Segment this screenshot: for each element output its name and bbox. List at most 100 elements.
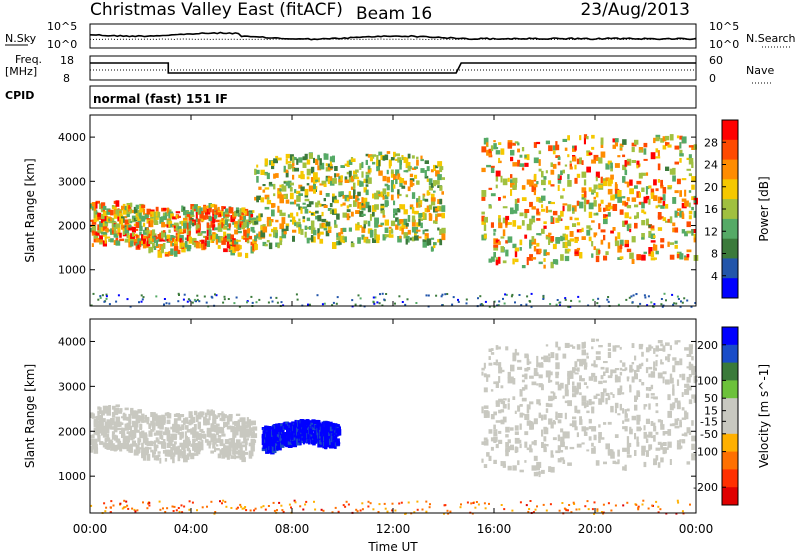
heatmap-cell	[430, 197, 436, 202]
heatmap-cell	[183, 418, 186, 425]
heatmap-cell	[578, 508, 581, 511]
heatmap-cell	[429, 503, 431, 506]
heatmap-cell	[338, 181, 343, 186]
heatmap-cell	[572, 145, 575, 149]
heatmap-cell	[691, 453, 695, 457]
beam-label: Beam 16	[356, 4, 432, 24]
heatmap-cell	[557, 445, 561, 451]
heatmap-cell	[245, 421, 248, 425]
heatmap-cell	[206, 427, 212, 433]
heatmap-cell	[536, 233, 540, 236]
heatmap-cell	[426, 192, 431, 196]
heatmap-cell	[567, 509, 569, 512]
heatmap-cell	[219, 236, 223, 243]
heatmap-cell	[246, 221, 249, 229]
heatmap-cell	[538, 471, 541, 478]
heatmap-cell	[495, 381, 499, 388]
heatmap-cell	[641, 233, 645, 240]
heatmap-cell	[250, 246, 254, 254]
heatmap-cell	[292, 229, 297, 233]
heatmap-cell	[221, 415, 226, 422]
heatmap-cell	[172, 216, 177, 220]
heatmap-cell	[269, 438, 274, 446]
heatmap-cell	[562, 233, 566, 239]
heatmap-cell	[146, 208, 151, 215]
heatmap-cell	[545, 236, 549, 240]
heatmap-cell	[338, 232, 342, 236]
heatmap-cell	[676, 208, 682, 212]
heatmap-cell	[569, 344, 574, 347]
heatmap-cell	[119, 443, 122, 449]
heatmap-cell	[493, 300, 496, 303]
heatmap-cell	[629, 385, 632, 393]
heatmap-cell	[562, 241, 567, 247]
heatmap-cell	[550, 391, 555, 394]
heatmap-cell	[475, 501, 478, 503]
heatmap-cell	[346, 197, 349, 202]
heatmap-cell	[161, 231, 164, 239]
heatmap-cell	[313, 172, 318, 179]
heatmap-cell	[111, 427, 116, 430]
heatmap-cell	[686, 383, 690, 391]
heatmap-cell	[643, 251, 647, 254]
heatmap-cell	[399, 178, 405, 184]
heatmap-cell	[674, 227, 679, 233]
heatmap-cell	[298, 206, 303, 210]
heatmap-cell	[335, 302, 338, 305]
heatmap-cell	[653, 195, 658, 201]
heatmap-cell	[634, 185, 638, 189]
heatmap-cell	[401, 222, 406, 229]
heatmap-cell	[262, 241, 267, 247]
heatmap-cell	[440, 295, 443, 298]
heatmap-cell	[157, 234, 161, 239]
heatmap-cell	[168, 302, 171, 305]
heatmap-cell	[505, 346, 509, 351]
heatmap-cell	[203, 416, 206, 423]
heatmap-cell	[538, 168, 542, 172]
heatmap-cell	[283, 195, 288, 198]
heatmap-cell	[502, 217, 507, 224]
heatmap-cell	[234, 229, 239, 235]
heatmap-cell	[193, 438, 196, 443]
heatmap-cell	[524, 162, 529, 167]
heatmap-cell	[498, 142, 502, 145]
heatmap-cell	[340, 191, 344, 196]
heatmap-cell	[363, 237, 367, 243]
heatmap-cell	[514, 247, 519, 252]
heatmap-cell	[334, 199, 339, 204]
heatmap-cell	[327, 229, 332, 233]
heatmap-cell	[552, 392, 556, 397]
heatmap-cell	[490, 414, 495, 420]
heatmap-cell	[146, 229, 150, 237]
heatmap-cell	[133, 413, 137, 418]
heatmap-cell	[290, 506, 292, 509]
heatmap-cell	[379, 293, 381, 296]
heatmap-cell	[629, 228, 632, 233]
x-tick-label: 16:00	[477, 522, 512, 536]
heatmap-cell	[581, 442, 585, 445]
heatmap-cell	[235, 413, 241, 416]
heatmap-cell	[183, 447, 186, 453]
heatmap-cell	[655, 148, 659, 153]
heatmap-cell	[277, 157, 282, 161]
heatmap-cell	[689, 503, 691, 506]
heatmap-cell	[517, 159, 521, 167]
heatmap-cell	[241, 444, 247, 448]
heatmap-cell	[607, 502, 610, 505]
heatmap-cell	[669, 345, 672, 351]
heatmap-cell	[234, 210, 238, 216]
heatmap-cell	[591, 508, 594, 511]
heatmap-cell	[636, 426, 641, 432]
heatmap-cell	[208, 442, 212, 445]
heatmap-cell	[660, 205, 665, 209]
heatmap-cell	[669, 254, 675, 260]
heatmap-cell	[173, 441, 177, 445]
heatmap-cell	[372, 296, 375, 299]
heatmap-cell	[323, 204, 328, 208]
heatmap-cell	[488, 153, 492, 157]
heatmap-cell	[500, 385, 504, 389]
heatmap-cell	[337, 510, 340, 513]
heatmap-cell	[681, 392, 684, 397]
heatmap-cell	[268, 219, 274, 223]
heatmap-cell	[99, 408, 102, 414]
